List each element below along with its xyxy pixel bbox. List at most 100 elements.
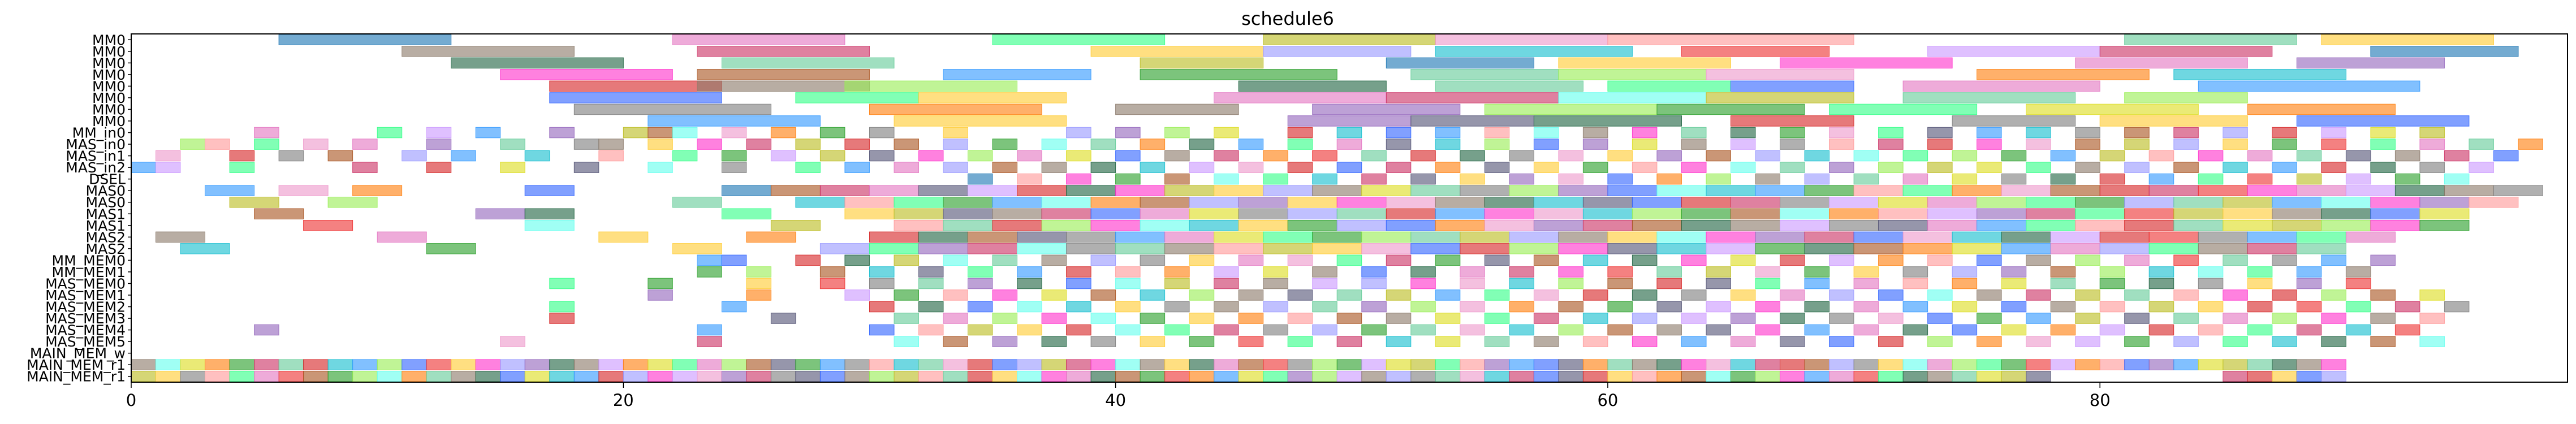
task-bar [1263, 185, 1313, 196]
task-bar [1460, 243, 1510, 254]
task-bar [2050, 278, 2076, 289]
y-tick-label: MAS1 [86, 218, 126, 234]
task-bar [869, 150, 895, 162]
task-bar [2075, 208, 2125, 219]
task-bar [1804, 266, 1829, 278]
task-bar [1804, 301, 1829, 313]
task-bar [1829, 371, 1854, 382]
task-bar [1386, 208, 1436, 219]
task-bar [1017, 359, 1042, 370]
task-bar [1607, 173, 1633, 185]
task-bar [1484, 139, 1510, 150]
task-bar [1558, 278, 1583, 289]
task-bar [1410, 231, 1461, 243]
task-bar [1582, 162, 1608, 173]
task-bar [2223, 254, 2248, 266]
x-tick-label: 80 [2090, 391, 2111, 410]
task-bar [992, 197, 1042, 208]
task-bar [2469, 197, 2519, 208]
task-bar [795, 254, 821, 266]
task-bar [1435, 359, 1461, 370]
task-bar [672, 150, 698, 162]
task-bar [1977, 197, 2027, 208]
task-bar [2419, 336, 2445, 347]
task-bar [1582, 220, 1633, 231]
task-bar [2198, 324, 2224, 336]
task-bar [1140, 69, 1337, 80]
task-bar [1829, 254, 1854, 266]
task-bar [1853, 185, 1904, 196]
task-bar [549, 359, 575, 370]
task-bar [1238, 80, 1387, 92]
task-bar [1189, 371, 1215, 382]
task-bar [1140, 359, 1166, 370]
task-bar [2444, 185, 2494, 196]
task-bar [1878, 139, 1904, 150]
task-bar [2148, 173, 2174, 185]
task-bar [1656, 301, 1682, 313]
task-bar [598, 371, 624, 382]
task-bar [2099, 266, 2125, 278]
task-bar [1140, 57, 1264, 69]
task-bar [1952, 359, 1978, 370]
bars-layer [131, 34, 2543, 382]
task-bar [500, 371, 525, 382]
task-bar [2001, 359, 2027, 370]
task-bar [1410, 173, 1436, 185]
task-bar [1066, 278, 1091, 289]
task-bar [1287, 162, 1313, 173]
task-bar [992, 34, 1166, 45]
task-bar [1533, 289, 1559, 301]
task-bar [1238, 254, 1264, 266]
task-bar [1607, 231, 1658, 243]
task-bar [2321, 289, 2346, 301]
task-bar [943, 69, 1091, 80]
task-bar [1804, 359, 1829, 370]
task-bar [2173, 313, 2199, 324]
task-bar [598, 231, 649, 243]
task-bar [2050, 359, 2076, 370]
task-bar [2099, 173, 2125, 185]
task-bar [2050, 231, 2100, 243]
task-bar [1090, 371, 1116, 382]
task-bar [1780, 289, 1805, 301]
task-bar [1066, 173, 1091, 185]
task-bar [2075, 220, 2125, 231]
task-bar [1238, 289, 1264, 301]
y-tick-label: MM0 [92, 90, 126, 106]
task-bar [1017, 231, 1067, 243]
task-bar [1410, 371, 1436, 382]
task-bar [697, 80, 870, 92]
task-bar [1066, 301, 1091, 313]
task-bar [1755, 278, 1780, 289]
task-bar [1632, 371, 1658, 382]
task-bar [721, 57, 895, 69]
task-bar [500, 69, 673, 80]
task-bar [2223, 220, 2273, 231]
task-bar [2001, 243, 2051, 254]
task-bar [1263, 173, 1288, 185]
task-bar [205, 359, 230, 370]
task-bar [1681, 208, 1731, 219]
task-bar [426, 371, 452, 382]
task-bar [2148, 324, 2174, 336]
task-bar [869, 266, 895, 278]
task-bar [968, 278, 993, 289]
task-bar [1115, 103, 1239, 115]
task-bar [721, 301, 747, 313]
task-bar [795, 371, 821, 382]
task-bar [1287, 313, 1313, 324]
task-bar [721, 127, 747, 139]
task-bar [2124, 197, 2174, 208]
task-bar [2198, 243, 2248, 254]
task-bar [205, 371, 230, 382]
task-bar [2198, 150, 2224, 162]
task-bar [918, 371, 944, 382]
task-bar [2272, 289, 2297, 301]
task-bar [1484, 371, 1510, 382]
task-bar [2345, 173, 2371, 185]
task-bar [1681, 220, 1731, 231]
y-tick-label: MM_in0 [72, 125, 126, 141]
task-bar [2247, 150, 2273, 162]
